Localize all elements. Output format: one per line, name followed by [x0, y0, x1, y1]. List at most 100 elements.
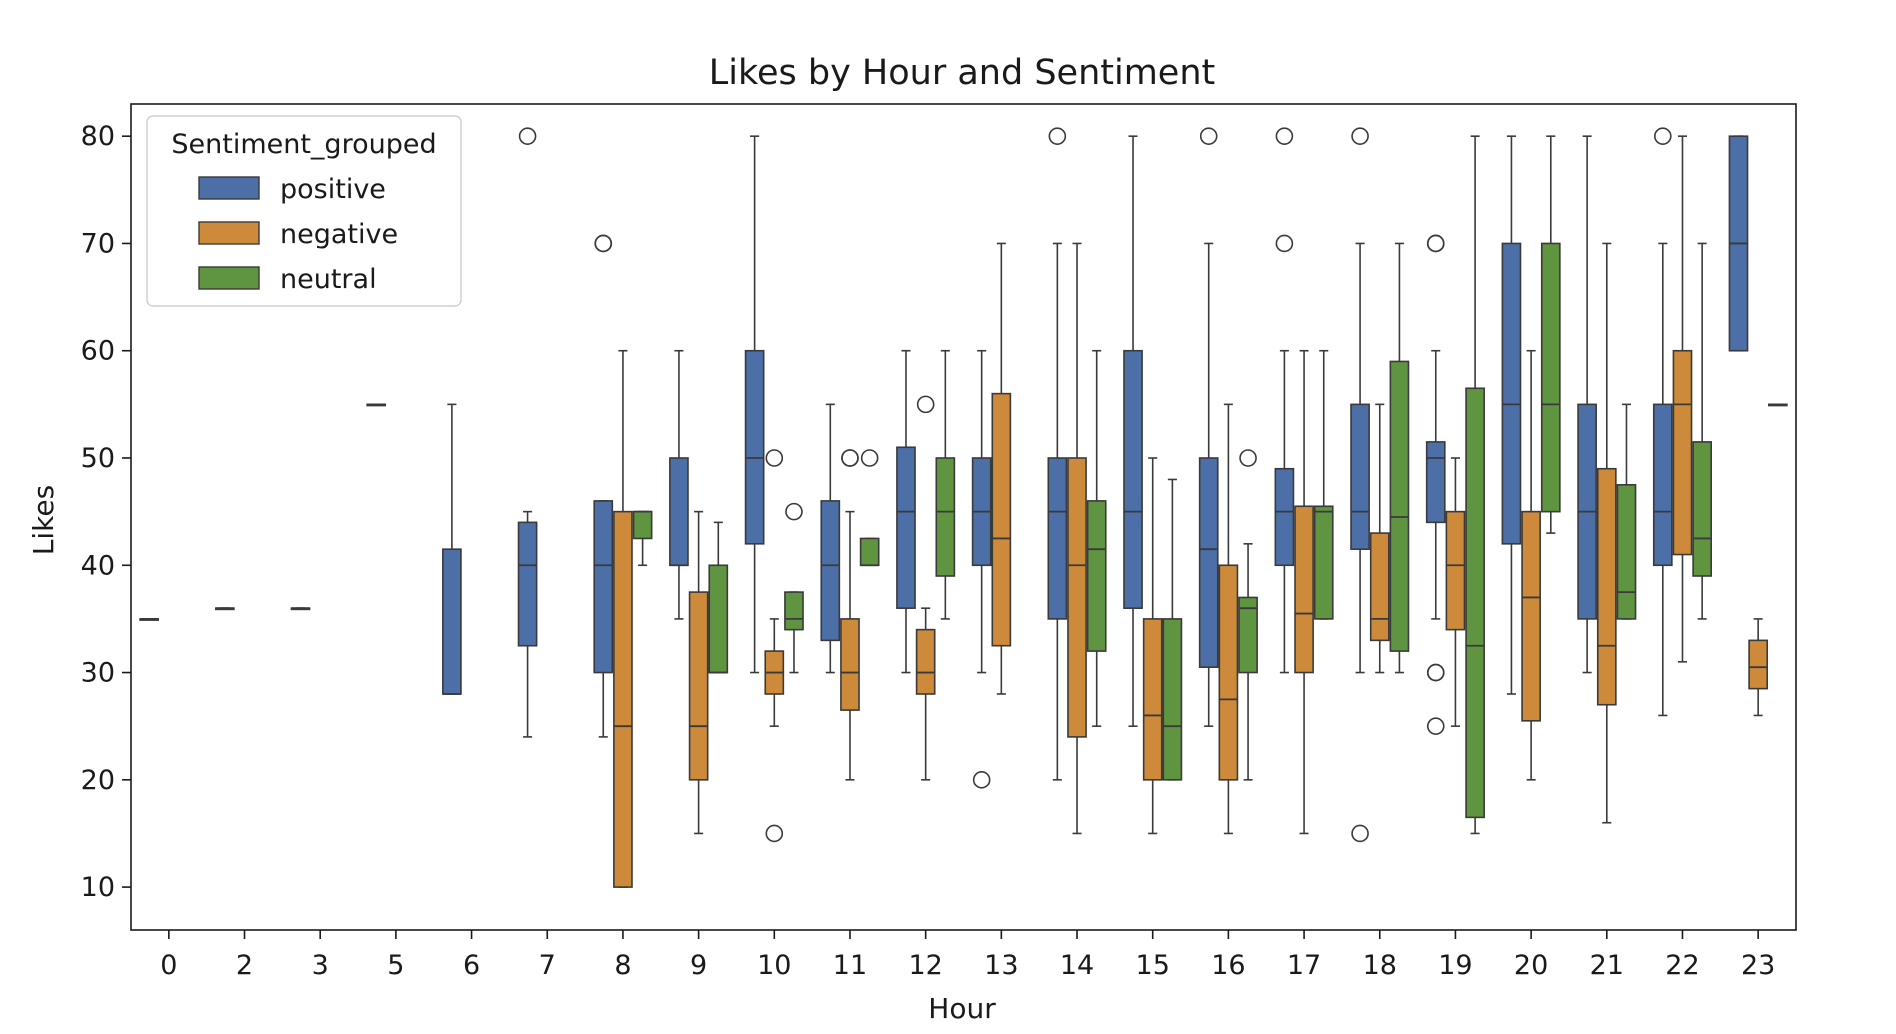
y-tick-label: 80 — [81, 121, 115, 152]
y-tick-label: 50 — [81, 443, 115, 474]
box-neutral-hour-18 — [1389, 242, 1410, 674]
outlier-point — [1426, 663, 1445, 682]
box-neutral-hour-22 — [1692, 242, 1713, 620]
box-neutral-hour-17 — [1313, 349, 1334, 620]
plot-boxes — [139, 127, 1788, 888]
box-negative-hour-17 — [1294, 349, 1314, 835]
legend-label-negative: negative — [280, 219, 398, 250]
box-body — [613, 510, 633, 888]
legend: Sentiment_grouped positive negative neutra… — [146, 115, 462, 307]
y-axis: 10 20 30 40 50 60 70 80 — [81, 121, 131, 903]
outlier-point — [785, 502, 803, 521]
x-tick-label: 12 — [908, 950, 942, 981]
box-body — [1465, 387, 1485, 819]
box-body — [632, 510, 653, 540]
legend-title: Sentiment_grouped — [171, 129, 436, 160]
outlier-point — [765, 824, 784, 843]
box-body — [1616, 484, 1637, 620]
outlier-point — [1351, 824, 1369, 843]
box-neutral-hour-21 — [1616, 403, 1637, 620]
chart-title: Likes by Hour and Sentiment — [709, 53, 1216, 93]
box-positive-hour-0 — [139, 618, 160, 621]
x-tick-label: 5 — [387, 950, 404, 981]
box-body — [1123, 349, 1143, 609]
legend-swatch-positive — [198, 176, 260, 200]
x-tick-label: 19 — [1438, 950, 1472, 981]
x-tick-label: 18 — [1363, 950, 1397, 981]
outlier-point — [765, 449, 784, 467]
box-body — [1142, 618, 1163, 781]
box-body — [1162, 618, 1183, 781]
box-neutral-hour-11 — [859, 449, 880, 567]
box-body — [1067, 457, 1087, 738]
box-body — [935, 457, 956, 577]
outlier-point — [1275, 234, 1294, 253]
box-body — [1274, 467, 1295, 567]
box-negative-hour-23 — [1748, 618, 1769, 717]
box-positive-hour-16 — [1198, 127, 1219, 727]
box-positive-hour-8 — [593, 234, 614, 738]
outlier-point — [1426, 234, 1445, 253]
box-positive-hour-2 — [214, 607, 235, 611]
x-tick-label: 10 — [757, 950, 791, 981]
x-tick-label: 9 — [690, 950, 707, 981]
box-body — [915, 628, 936, 695]
box-body — [820, 500, 841, 642]
outlier-point — [860, 449, 879, 467]
box-positive-hour-13 — [971, 349, 992, 789]
box-negative-hour-11 — [840, 449, 860, 781]
plot-frame — [130, 103, 1797, 931]
x-tick-label: 3 — [312, 950, 329, 981]
box-body — [1198, 457, 1219, 668]
x-tick-label: 8 — [614, 950, 631, 981]
x-tick-label: 11 — [833, 950, 867, 981]
legend-frame — [146, 115, 462, 307]
box-body — [1350, 403, 1370, 550]
x-tick-label: 0 — [160, 950, 177, 981]
box-negative-hour-16 — [1218, 403, 1239, 835]
outlier-point — [1048, 127, 1067, 145]
box-body — [1389, 360, 1410, 652]
x-tick-label: 20 — [1514, 950, 1548, 981]
legend-label-neutral: neutral — [280, 264, 377, 295]
box-positive-hour-11 — [820, 403, 841, 674]
box-neutral-hour-23 — [1767, 403, 1788, 407]
box-body — [708, 564, 729, 674]
y-axis-label: Likes — [27, 485, 60, 555]
box-positive-hour-22 — [1652, 127, 1673, 717]
box-neutral-hour-8 — [632, 510, 653, 567]
box-body — [1313, 505, 1334, 620]
x-tick-label: 15 — [1136, 950, 1170, 981]
box-body — [1294, 505, 1314, 674]
box-positive-hour-6 — [442, 403, 462, 695]
outlier-point — [1239, 449, 1257, 467]
box-body — [859, 537, 880, 567]
outlier-point — [594, 234, 613, 253]
box-negative-hour-13 — [991, 242, 1012, 695]
outlier-point — [1351, 127, 1369, 145]
box-neutral-hour-12 — [935, 349, 956, 620]
box-body — [688, 591, 709, 781]
box-body — [517, 521, 538, 647]
y-tick-label: 10 — [81, 872, 115, 903]
x-tick-label: 16 — [1211, 950, 1245, 981]
legend-swatch-neutral — [198, 266, 260, 290]
legend-items: positive negative neutral — [198, 174, 398, 295]
box-negative-hour-22 — [1672, 135, 1693, 663]
x-tick-label: 23 — [1741, 950, 1775, 981]
box-positive-hour-9 — [669, 349, 689, 620]
x-tick-label: 2 — [236, 950, 253, 981]
box-body — [991, 392, 1012, 647]
y-tick-label: 70 — [81, 228, 115, 259]
box-positive-hour-17 — [1274, 127, 1295, 674]
box-negative-hour-18 — [1369, 403, 1390, 674]
box-body — [1445, 510, 1466, 631]
box-negative-hour-8 — [613, 349, 633, 888]
box-positive-hour-5 — [366, 403, 387, 407]
x-tick-label: 6 — [463, 950, 480, 981]
box-positive-hour-3 — [290, 607, 311, 611]
box-positive-hour-12 — [896, 349, 916, 674]
box-neutral-hour-9 — [708, 521, 729, 674]
box-neutral-hour-16 — [1238, 449, 1258, 781]
